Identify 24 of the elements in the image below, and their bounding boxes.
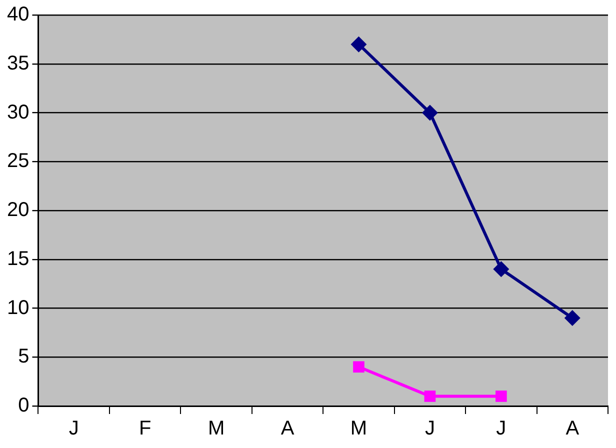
x-tick-label: J [496, 418, 506, 440]
x-tick-label: F [138, 418, 152, 440]
x-tick-label: M [350, 418, 368, 440]
y-tick-label: 5 [18, 346, 30, 368]
point [353, 361, 364, 373]
point [424, 390, 436, 402]
point [496, 390, 507, 402]
point [422, 104, 438, 121]
point [493, 261, 510, 278]
y-tick-label: 30 [6, 101, 30, 124]
x-tick-label: J [424, 418, 435, 440]
y-tick-label: 35 [6, 52, 30, 74]
x-tick-label: J [68, 418, 79, 440]
x-tick-label: M [208, 418, 225, 440]
x-tick-label: A [566, 418, 580, 440]
x-tick-label: A [280, 418, 295, 440]
point [350, 36, 367, 52]
point [564, 310, 580, 326]
y-tick-label: 25 [6, 150, 30, 172]
y-tick-label: 0 [18, 394, 30, 417]
y-tick-label: 15 [6, 248, 30, 270]
y-tick-label: 20 [6, 199, 30, 222]
y-tick-label: 40 [6, 4, 30, 26]
y-tick-label: 10 [6, 296, 30, 319]
